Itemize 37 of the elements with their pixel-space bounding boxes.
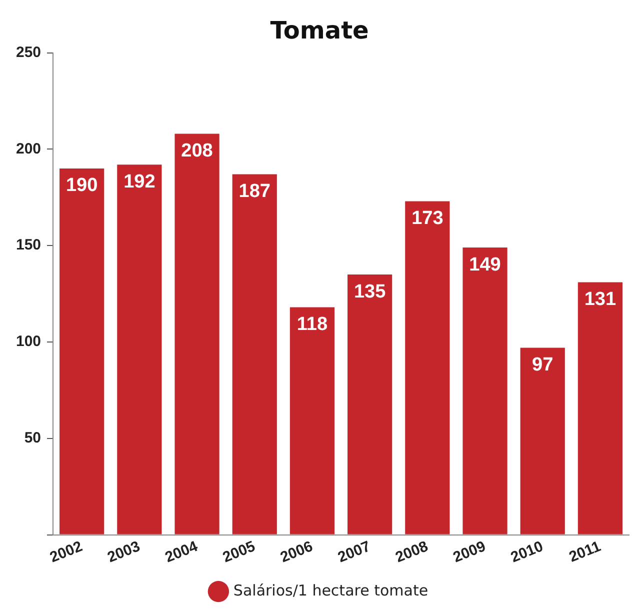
bar (462, 248, 508, 534)
y-tick-label: 100 (16, 333, 42, 350)
bar (578, 282, 623, 534)
y-tick-label: 150 (16, 236, 42, 254)
bar (60, 168, 104, 534)
bar (405, 201, 450, 534)
x-tick-label: 2010 (508, 538, 546, 566)
x-tick-label: 2006 (278, 538, 316, 566)
y-tick-label: 250 (16, 44, 42, 61)
x-tick-label: 2005 (220, 538, 258, 566)
bar (232, 174, 277, 534)
data-label: 192 (124, 171, 156, 192)
bar (290, 307, 335, 534)
bar (117, 164, 162, 534)
y-tick-label: 50 (24, 430, 42, 447)
x-tick-label: 2008 (393, 538, 430, 566)
data-label: 187 (238, 181, 270, 202)
x-tick-label: 2007 (336, 538, 373, 566)
data-label: 173 (412, 208, 444, 229)
x-tick-label: 2003 (105, 538, 142, 566)
data-label: 190 (66, 175, 98, 196)
data-label: 135 (354, 281, 386, 302)
bar (348, 274, 392, 534)
legend-label: Salários/1 hectare tomate (233, 581, 428, 600)
data-label: 208 (181, 140, 213, 162)
data-label: 149 (469, 254, 501, 276)
data-label: 97 (532, 354, 554, 376)
bar (174, 134, 220, 534)
x-tick-label: 2009 (450, 538, 488, 566)
chart-title: Tomate (270, 16, 369, 45)
data-label: 118 (296, 314, 328, 336)
x-tick-label: 2004 (162, 538, 201, 566)
x-tick-label: 2011 (566, 538, 604, 566)
bar (520, 348, 565, 534)
y-tick-label: 200 (16, 140, 42, 158)
x-tick-label: 2002 (48, 538, 85, 566)
data-label: 131 (584, 288, 616, 310)
